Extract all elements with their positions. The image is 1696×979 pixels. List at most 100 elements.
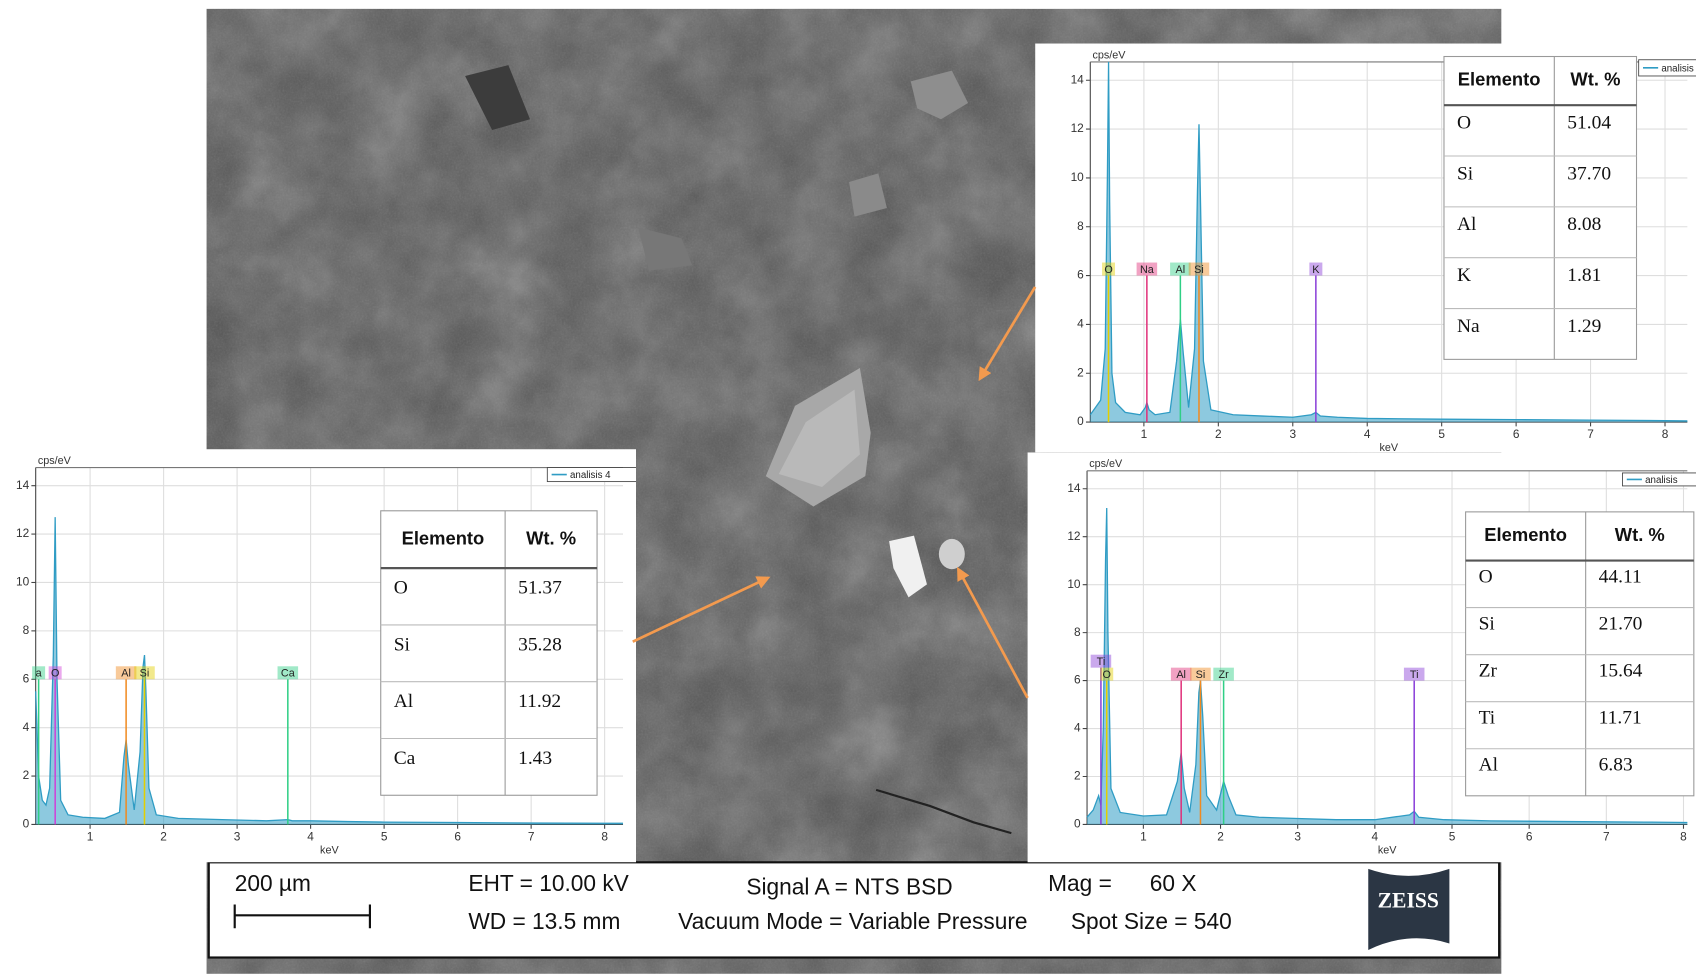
table-cell: Si [1457, 163, 1474, 184]
y-tick-label: 10 [1071, 170, 1085, 184]
y-tick-label: 4 [1074, 721, 1081, 735]
table-cell: 8.08 [1567, 214, 1601, 235]
table-cell: Al [394, 691, 414, 712]
mag-value: 60 X [1150, 870, 1197, 896]
arrow [978, 286, 1037, 382]
arrows [632, 286, 1037, 699]
y-tick-label: 8 [23, 623, 30, 637]
x-tick-label: 5 [1449, 830, 1456, 844]
y-tick-label: 10 [1067, 577, 1081, 591]
table-bg [1443, 55, 1638, 360]
peak-tag [1090, 654, 1112, 668]
table-cell: Si [1479, 613, 1496, 634]
peak-tag [1213, 667, 1234, 681]
x-tick-label: 1 [87, 830, 94, 844]
table-cell: O [394, 578, 408, 599]
table-cell: 35.28 [518, 634, 562, 655]
y-tick-label: 12 [1071, 121, 1084, 135]
logo-shape [1368, 868, 1450, 950]
peak-tag [1403, 667, 1425, 681]
peak-tag [48, 666, 62, 680]
table-header: Elemento [1458, 69, 1541, 90]
peak-label: Ti [1410, 669, 1419, 681]
legend-box [1638, 59, 1696, 77]
x-axis-label: keV [1380, 442, 1399, 454]
table-cell: Al [1479, 755, 1499, 776]
legend-label: analisis 4 [570, 470, 611, 481]
table-cell: O [1457, 112, 1471, 133]
table-cell: Na [1457, 316, 1480, 337]
info-bar: 200 µm EHT = 10.00 kV WD = 13.5 mm Signa… [207, 861, 1501, 959]
table-cell: K [1457, 265, 1471, 286]
table-cell: 1.81 [1567, 265, 1601, 286]
y-tick-label: 8 [1077, 219, 1084, 233]
y-axis-label: cps/eV [38, 455, 72, 467]
x-tick-label: 1 [1140, 830, 1147, 844]
y-tick-label: 6 [1077, 268, 1084, 282]
x-tick-label: 7 [1587, 427, 1594, 441]
table-header: Wt. % [526, 527, 576, 548]
legend-box [1622, 472, 1696, 487]
y-tick-label: 12 [16, 526, 29, 540]
peak-label: Ca [281, 668, 295, 680]
x-tick-label: 3 [234, 830, 241, 844]
x-tick-label: 5 [1438, 427, 1445, 441]
x-tick-label: 8 [1662, 427, 1669, 441]
y-tick-label: 14 [1071, 72, 1085, 86]
peak-label: Na [1140, 264, 1154, 276]
x-tick-label: 3 [1289, 427, 1296, 441]
arrow [957, 566, 1029, 699]
y-axis-label: cps/eV [1089, 458, 1123, 470]
wd: WD = 13.5 mm [468, 908, 620, 934]
x-tick-label: 4 [307, 830, 314, 844]
y-tick-label: 2 [1074, 769, 1081, 783]
scale-label: 200 µm [235, 870, 311, 896]
x-tick-label: 1 [1141, 427, 1148, 441]
table-cell: 1.43 [518, 748, 552, 769]
table-cell: Si [394, 634, 411, 655]
y-tick-label: 10 [16, 575, 30, 589]
y-tick-label: 4 [23, 720, 30, 734]
x-tick-label: 6 [1526, 830, 1533, 844]
x-tick-label: 2 [1215, 427, 1222, 441]
x-tick-label: 2 [1217, 830, 1224, 844]
y-tick-label: 6 [23, 671, 30, 685]
peak-tag [1309, 262, 1323, 276]
spectrum-line [35, 517, 624, 824]
peak-label: K [1312, 264, 1320, 276]
x-tick-label: 4 [1372, 830, 1379, 844]
peak-label: Si [1196, 669, 1206, 681]
x-tick-label: 2 [160, 830, 167, 844]
legend-label: analisis 6 [1661, 64, 1696, 75]
table-cell: 11.92 [518, 691, 561, 712]
table-bg [380, 510, 598, 796]
y-tick-label: 6 [1074, 673, 1081, 687]
peak-tag [32, 666, 46, 680]
y-tick-label: 0 [1077, 414, 1084, 428]
logo: ZEISS [1378, 888, 1439, 912]
vacuum-mode: Vacuum Mode = Variable Pressure [678, 908, 1027, 934]
table-cell: 1.29 [1567, 316, 1601, 337]
table-cell: Ca [394, 748, 416, 769]
peak-label: O [51, 668, 59, 680]
peak-tag [1102, 262, 1116, 276]
peak-tag [1170, 262, 1191, 276]
peak-tag [134, 666, 155, 680]
y-tick-label: 12 [1067, 529, 1080, 543]
x-tick-label: 7 [1603, 830, 1610, 844]
x-tick-label: 4 [1364, 427, 1371, 441]
legend-label: analisis [1645, 475, 1678, 486]
arrow [632, 576, 771, 643]
peak-tag [1190, 667, 1211, 681]
peak-label: Al [1176, 264, 1186, 276]
table-cell: 44.11 [1599, 566, 1642, 587]
y-tick-label: 0 [23, 817, 30, 831]
peak-label: Al [121, 668, 131, 680]
y-tick-label: 14 [1067, 481, 1081, 495]
mag-label: Mag = [1048, 870, 1112, 896]
